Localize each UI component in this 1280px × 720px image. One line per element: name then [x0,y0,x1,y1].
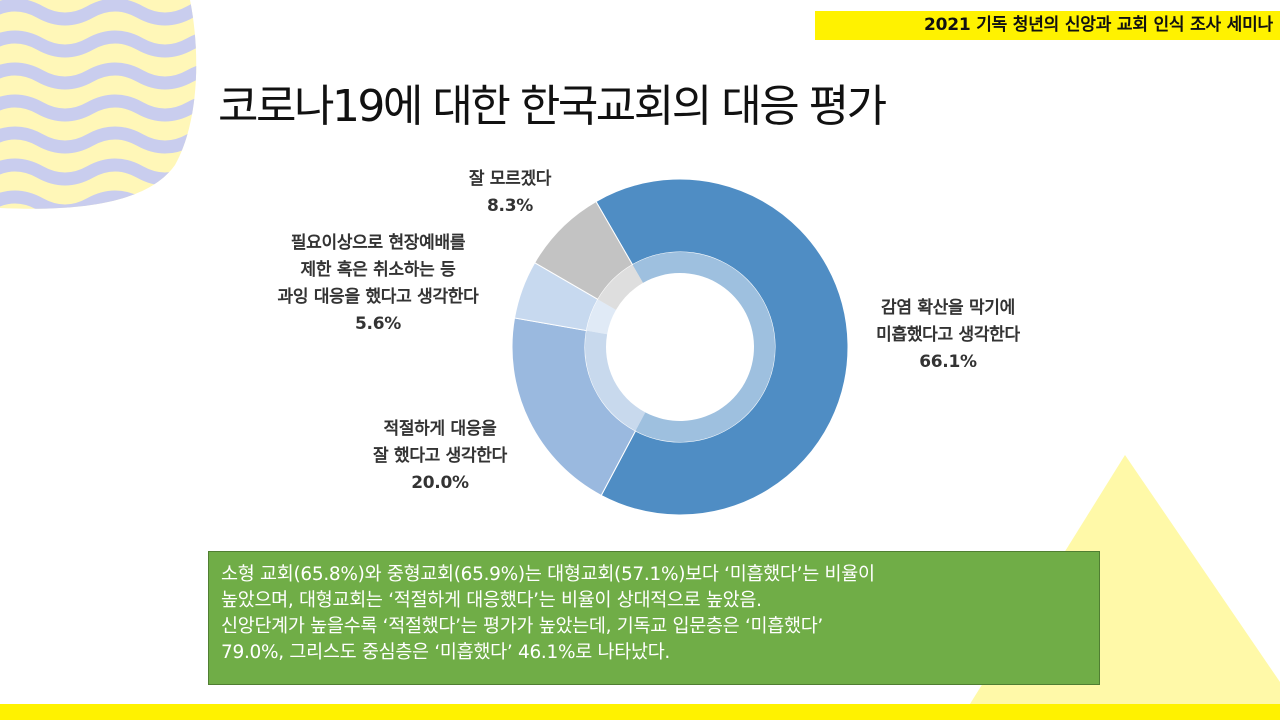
donut-inner-ring-4 [597,264,643,310]
label-excessive-line3: 과잉 대응을 했다고 생각한다 [277,287,479,307]
header-text: 2021 기독 청년의 신앙과 교회 인식 조사 세미나 [923,15,1273,35]
note-line-3: 신앙단계가 높을수록 ‘적절했다’는 평가가 높았는데, 기독교 입문층은 ‘미… [221,616,824,637]
donut-chart [511,178,849,516]
label-appropriate: 적절하게 대응을 잘 했다고 생각한다 20.0% [340,416,540,497]
decorative-wave-pattern [0,0,197,209]
label-unknown: 잘 모르겠다 8.3% [440,166,580,220]
label-insufficient: 감염 확산을 막기에 미흡했다고 생각한다 66.1% [838,295,1058,376]
label-unknown-line1: 잘 모르겠다 [468,169,552,189]
label-insufficient-line2: 미흡했다고 생각한다 [876,325,1020,345]
label-insufficient-line1: 감염 확산을 막기에 [881,298,1015,318]
label-appropriate-line2: 잘 했다고 생각한다 [373,446,507,466]
page-title: 코로나19에 대한 한국교회의 대응 평가 [218,81,887,132]
summary-note-box: 소형 교회(65.8%)와 중형교회(65.9%)는 대형교회(57.1%)보다… [208,551,1100,685]
donut-slice-1 [595,178,849,516]
header-bar [815,11,1280,40]
label-insufficient-value: 66.1% [919,352,977,372]
note-line-1: 소형 교회(65.8%)와 중형교회(65.9%)는 대형교회(57.1%)보다… [221,564,875,585]
label-appropriate-line1: 적절하게 대응을 [383,419,497,439]
bottom-bar [0,704,1280,720]
note-line-2: 높았으며, 대형교회는 ‘적절하게 대응했다’는 비율이 상대적으로 높았음. [221,590,762,611]
donut-inner-ring-2 [585,330,646,431]
note-line-4: 79.0%, 그리스도 중심층은 ‘미흡했다’ 46.1%로 나타났다. [221,642,671,663]
label-excessive-value: 5.6% [355,314,401,334]
label-appropriate-value: 20.0% [411,473,469,493]
label-unknown-value: 8.3% [487,196,533,216]
donut-inner-ring-1 [632,252,775,443]
label-excessive-line1: 필요이상으로 현장예배를 [290,233,466,253]
label-excessive-line2: 제한 혹은 취소하는 등 [300,260,456,280]
donut-hole [608,275,752,419]
donut-inner-ring-3 [586,299,616,335]
label-excessive: 필요이상으로 현장예배를 제한 혹은 취소하는 등 과잉 대응을 했다고 생각한… [238,230,518,338]
